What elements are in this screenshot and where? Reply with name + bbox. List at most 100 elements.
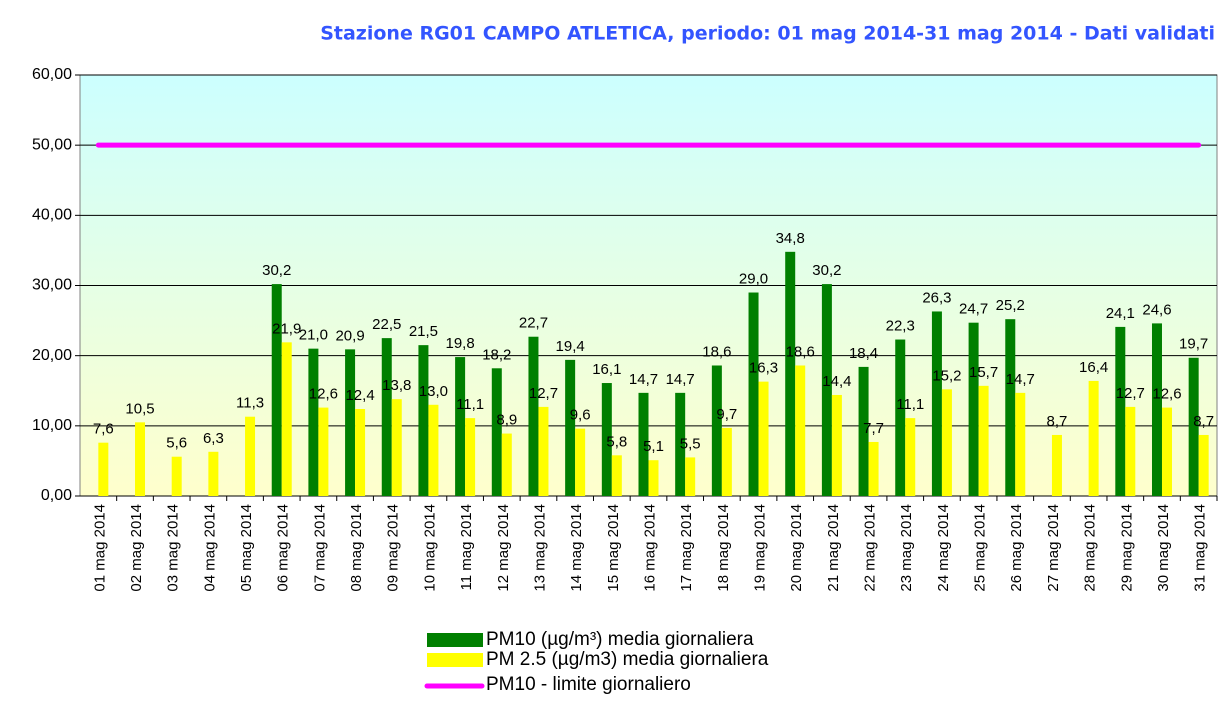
bar	[711, 365, 722, 496]
bar	[1051, 434, 1062, 496]
data-label: 25,2	[996, 297, 1025, 314]
bar	[318, 407, 329, 496]
bar	[271, 284, 282, 496]
bar	[721, 427, 732, 496]
legend-label: PM 2.5 (µg/m3) media giornaliera	[486, 649, 769, 670]
x-tick-label: 24 mag 2014	[935, 504, 952, 592]
x-tick-label: 26 mag 2014	[1008, 504, 1025, 592]
bar	[1088, 380, 1099, 496]
bar	[795, 365, 806, 496]
bar	[245, 416, 256, 496]
bar	[538, 406, 549, 496]
data-label: 11,3	[236, 395, 264, 412]
data-label: 6,3	[203, 430, 224, 447]
bar	[685, 457, 696, 496]
bar	[381, 338, 392, 496]
bar	[501, 433, 512, 496]
data-label: 18,6	[702, 343, 731, 360]
bar	[281, 342, 292, 496]
data-label: 21,5	[409, 323, 438, 340]
x-tick-label: 08 mag 2014	[348, 504, 365, 592]
bar	[1161, 407, 1172, 496]
data-label: 11,1	[456, 396, 484, 413]
data-label: 29,0	[739, 270, 768, 287]
y-tick-label: 60,00	[32, 66, 72, 83]
x-tick-label: 20 mag 2014	[788, 504, 805, 592]
x-tick-label: 29 mag 2014	[1118, 504, 1135, 592]
data-label: 5,8	[606, 433, 627, 450]
data-label: 14,7	[666, 371, 695, 388]
data-label: 30,2	[262, 262, 291, 279]
bar	[1151, 323, 1162, 496]
data-label: 30,2	[812, 262, 841, 279]
data-label: 7,6	[93, 421, 114, 438]
bar	[1188, 357, 1199, 496]
x-tick-label: 19 mag 2014	[752, 504, 769, 592]
data-label: 5,1	[643, 438, 664, 455]
bar	[931, 311, 942, 496]
data-label: 7,7	[863, 420, 884, 437]
data-label: 15,7	[969, 364, 998, 381]
bar	[418, 345, 429, 496]
y-tick-label: 30,00	[32, 277, 72, 294]
data-label: 24,6	[1142, 301, 1171, 318]
bar	[648, 460, 659, 496]
data-label: 8,9	[496, 412, 517, 429]
bar	[565, 359, 576, 496]
legend-label: PM10 (µg/m³) media giornaliera	[486, 629, 754, 650]
x-tick-label: 16 mag 2014	[641, 504, 658, 592]
x-tick-label: 11 mag 2014	[458, 504, 475, 590]
data-label: 9,6	[570, 407, 591, 424]
y-tick-label: 20,00	[32, 347, 72, 364]
bar	[1015, 392, 1026, 496]
data-label: 18,6	[786, 343, 815, 360]
data-label: 14,4	[822, 373, 851, 390]
data-label: 12,6	[309, 386, 338, 403]
bar	[638, 392, 649, 496]
x-tick-label: 17 mag 2014	[678, 504, 695, 592]
data-label: 16,1	[592, 361, 621, 378]
legend-label: PM10 - limite giornaliero	[486, 674, 691, 695]
data-label: 18,2	[482, 346, 511, 363]
x-tick-label: 22 mag 2014	[862, 504, 879, 592]
data-label: 14,7	[1006, 371, 1035, 388]
data-label: 22,3	[886, 317, 915, 334]
x-tick-label: 03 mag 2014	[165, 504, 182, 592]
y-tick-label: 0,00	[41, 487, 72, 504]
data-label: 21,0	[299, 327, 328, 344]
data-label: 16,3	[749, 360, 778, 377]
bar	[758, 381, 769, 496]
bar	[1198, 434, 1209, 496]
x-tick-label: 07 mag 2014	[311, 504, 328, 592]
x-tick-label: 23 mag 2014	[898, 504, 915, 592]
bar	[611, 455, 622, 496]
data-label: 12,4	[345, 387, 374, 404]
x-tick-label: 02 mag 2014	[128, 504, 145, 592]
y-tick-label: 10,00	[32, 417, 72, 434]
data-label: 26,3	[922, 289, 951, 306]
x-tick-label: 18 mag 2014	[715, 504, 732, 592]
data-label: 20,9	[335, 327, 364, 344]
data-label: 21,9	[272, 320, 301, 337]
bar	[308, 348, 319, 496]
bar	[601, 383, 612, 496]
bar	[968, 322, 979, 496]
x-tick-label: 06 mag 2014	[275, 504, 292, 592]
bar	[978, 385, 989, 496]
data-label: 5,5	[680, 435, 701, 452]
bar	[355, 408, 366, 496]
bar	[528, 336, 539, 496]
data-label: 13,8	[382, 377, 411, 394]
bar	[491, 368, 502, 496]
bar	[208, 451, 219, 496]
data-label: 22,7	[519, 315, 548, 332]
bar	[428, 404, 439, 496]
x-tick-label: 13 mag 2014	[531, 504, 548, 592]
data-label: 12,7	[1116, 385, 1145, 402]
bar	[575, 428, 586, 496]
x-tick-label: 10 mag 2014	[421, 504, 438, 592]
bar	[868, 441, 879, 496]
bar	[821, 284, 832, 496]
bar	[941, 389, 952, 496]
